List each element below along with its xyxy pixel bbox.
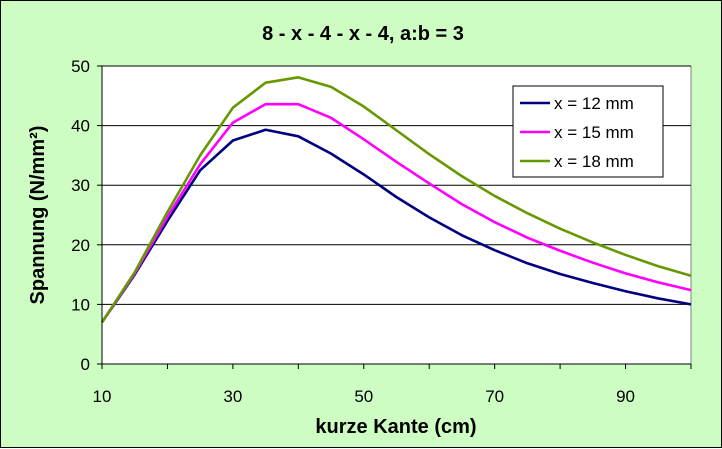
x-tick-label-0: 10 bbox=[93, 387, 112, 406]
x-axis-ticks: 10 30 50 70 90 bbox=[93, 364, 692, 406]
x-tick-label-3: 70 bbox=[485, 387, 504, 406]
series-lines bbox=[100, 76, 692, 324]
x-tick-label-1: 30 bbox=[223, 387, 242, 406]
legend: x = 12 mm x = 15 mm x = 18 mm bbox=[512, 85, 664, 178]
legend-label-2: x = 18 mm bbox=[554, 152, 634, 171]
y-tick-label-2: 20 bbox=[71, 236, 90, 255]
y-tick-label-4: 40 bbox=[71, 117, 90, 136]
x-axis-title: kurze Kante (cm) bbox=[315, 416, 476, 438]
y-tick-label-5: 50 bbox=[71, 57, 90, 76]
x-tick-label-4: 90 bbox=[616, 387, 635, 406]
x-tick-label-2: 50 bbox=[354, 387, 373, 406]
series-line-1 bbox=[100, 102, 692, 324]
y-tick-label-3: 30 bbox=[71, 176, 90, 195]
chart-title: 8 - x - 4 - x - 4, a:b = 3 bbox=[262, 23, 464, 45]
legend-label-1: x = 15 mm bbox=[554, 123, 634, 142]
y-axis-ticks: 0 10 20 30 40 50 bbox=[71, 57, 102, 374]
series-line-0 bbox=[100, 128, 692, 324]
y-tick-label-0: 0 bbox=[81, 355, 90, 374]
y-axis-title: Spannung (N/mm²) bbox=[27, 126, 49, 305]
y-tick-label-1: 10 bbox=[71, 295, 90, 314]
legend-label-0: x = 12 mm bbox=[554, 94, 634, 113]
gridlines bbox=[102, 65, 691, 305]
series-line-2 bbox=[100, 76, 692, 323]
